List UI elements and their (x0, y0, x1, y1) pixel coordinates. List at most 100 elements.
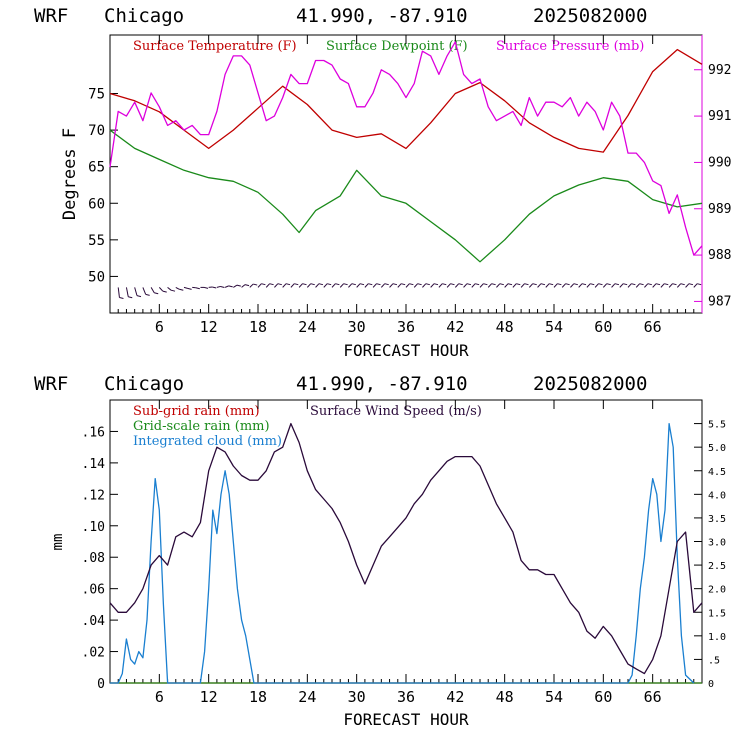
wind-barb-flag (310, 283, 315, 286)
wind-barb-flag (253, 283, 258, 286)
panel1-coords: 41.990, -87.910 (296, 5, 468, 27)
x-tick-label: 12 (200, 318, 218, 336)
wind-barb-flag (573, 283, 578, 286)
x-tick-label: 30 (348, 688, 366, 706)
y-tick-label: .04 (82, 614, 106, 629)
x-tick-label: 54 (545, 688, 563, 706)
series-line-surface-wind-speed-m-s (109, 422, 703, 675)
x-tick-label: 12 (200, 688, 218, 706)
wind-barb-flag (277, 283, 282, 286)
wind-barb (323, 283, 328, 288)
wind-barb (224, 285, 229, 288)
y-tick-label: .10 (82, 520, 105, 535)
wind-barb (331, 283, 336, 288)
wind-barb-flag (631, 283, 636, 286)
wind-barb-flag (697, 283, 702, 286)
wind-barb-flag (417, 283, 422, 286)
wind-barb-flag (483, 283, 488, 286)
wind-barb-flag (376, 283, 381, 286)
wind-barb (389, 283, 394, 288)
wind-barb (364, 283, 369, 288)
wind-barb-flag (540, 283, 546, 286)
wind-barb (249, 283, 254, 288)
wind-barb (125, 287, 129, 297)
wind-barb-flag (466, 283, 472, 286)
wind-barb-flag (236, 284, 241, 287)
legend-dewpoint: Surface Dewpoint (F) (326, 39, 468, 54)
wind-barb-flag (128, 296, 133, 299)
wind-barb-flag (499, 283, 504, 286)
panel2-coords: 41.990, -87.910 (296, 373, 468, 395)
y2-tick-label: 2.0 (708, 585, 726, 596)
wind-barb (134, 287, 138, 296)
panel2-ylabel: mm (50, 534, 66, 551)
y-tick-label: .14 (82, 457, 106, 472)
wind-barb (422, 283, 427, 288)
wind-barb (652, 283, 657, 288)
y2-tick-label: 990 (708, 155, 731, 170)
wind-barb-flag (475, 283, 480, 286)
wind-barb-flag (212, 286, 217, 289)
x-tick-label: 54 (545, 318, 563, 336)
wind-barb-flag (557, 283, 562, 286)
x-tick-label: 60 (594, 318, 612, 336)
y2-tick-label: 0 (708, 679, 714, 690)
legend-integrated-cloud: Integrated cloud (mm) (133, 434, 282, 449)
wind-barb-flag (458, 283, 463, 286)
series-line-surface-pressure-mb (109, 41, 703, 256)
y2-tick-label: 4.5 (708, 467, 726, 478)
wind-barb (496, 283, 501, 288)
y2-tick-label: 1.0 (708, 632, 726, 643)
wind-barb (471, 283, 476, 288)
series-line-surface-temperature-f (109, 48, 703, 153)
panel1-model: WRF (34, 5, 68, 27)
wind-barb-flag (491, 283, 496, 286)
panel1-xlabel: FORECAST HOUR (343, 341, 469, 360)
wind-barb-flag (680, 283, 685, 286)
wind-barb (635, 283, 640, 288)
wind-barb-flag (516, 283, 521, 286)
panel2-legend: Sub-grid rain (mm) Grid-scale rain (mm) … (133, 404, 482, 449)
wind-barb (372, 283, 377, 288)
panel1-header: WRF Chicago 41.990, -87.910 2025082000 (34, 5, 647, 27)
wind-barb-flag (401, 283, 406, 286)
wind-barb-flag (581, 283, 587, 286)
x-tick-label: 18 (249, 688, 267, 706)
wind-barb-flag (549, 283, 554, 286)
wind-barb (660, 283, 665, 288)
wind-barb (175, 286, 180, 290)
legend-temperature: Surface Temperature (F) (133, 39, 297, 54)
wind-barb (512, 283, 517, 288)
wind-barb (306, 283, 312, 288)
wind-barb-flag (442, 283, 447, 286)
wind-barb (627, 283, 632, 288)
wind-barb (446, 283, 451, 288)
y-tick-label: .02 (82, 646, 105, 661)
wind-barb (183, 286, 188, 289)
y-tick-label: .08 (82, 551, 105, 566)
panel2-series (109, 422, 703, 684)
x-tick-label: 30 (348, 318, 366, 336)
wind-barb (463, 283, 468, 288)
x-tick-label: 48 (496, 318, 514, 336)
wind-barb-flag (623, 283, 628, 286)
wind-barb-flag (565, 283, 570, 286)
series-line-integrated-cloud-mm (110, 422, 695, 684)
wind-barb-flag (598, 283, 603, 286)
wind-barb (668, 283, 673, 288)
wind-barb-flag (639, 283, 644, 286)
wind-barb (405, 283, 410, 288)
wind-barb (167, 287, 172, 291)
y-tick-label: 60 (88, 196, 105, 212)
wind-barb (265, 283, 270, 288)
wind-barb (438, 283, 443, 288)
y-tick-label: 50 (88, 269, 105, 285)
wind-barb (150, 287, 155, 294)
x-tick-label: 6 (155, 688, 164, 706)
y2-tick-label: .5 (708, 655, 720, 666)
wind-barb-flag (162, 290, 167, 293)
wind-barb (413, 283, 418, 288)
legend-wind-speed: Surface Wind Speed (m/s) (310, 404, 482, 419)
wind-barb (693, 283, 698, 288)
